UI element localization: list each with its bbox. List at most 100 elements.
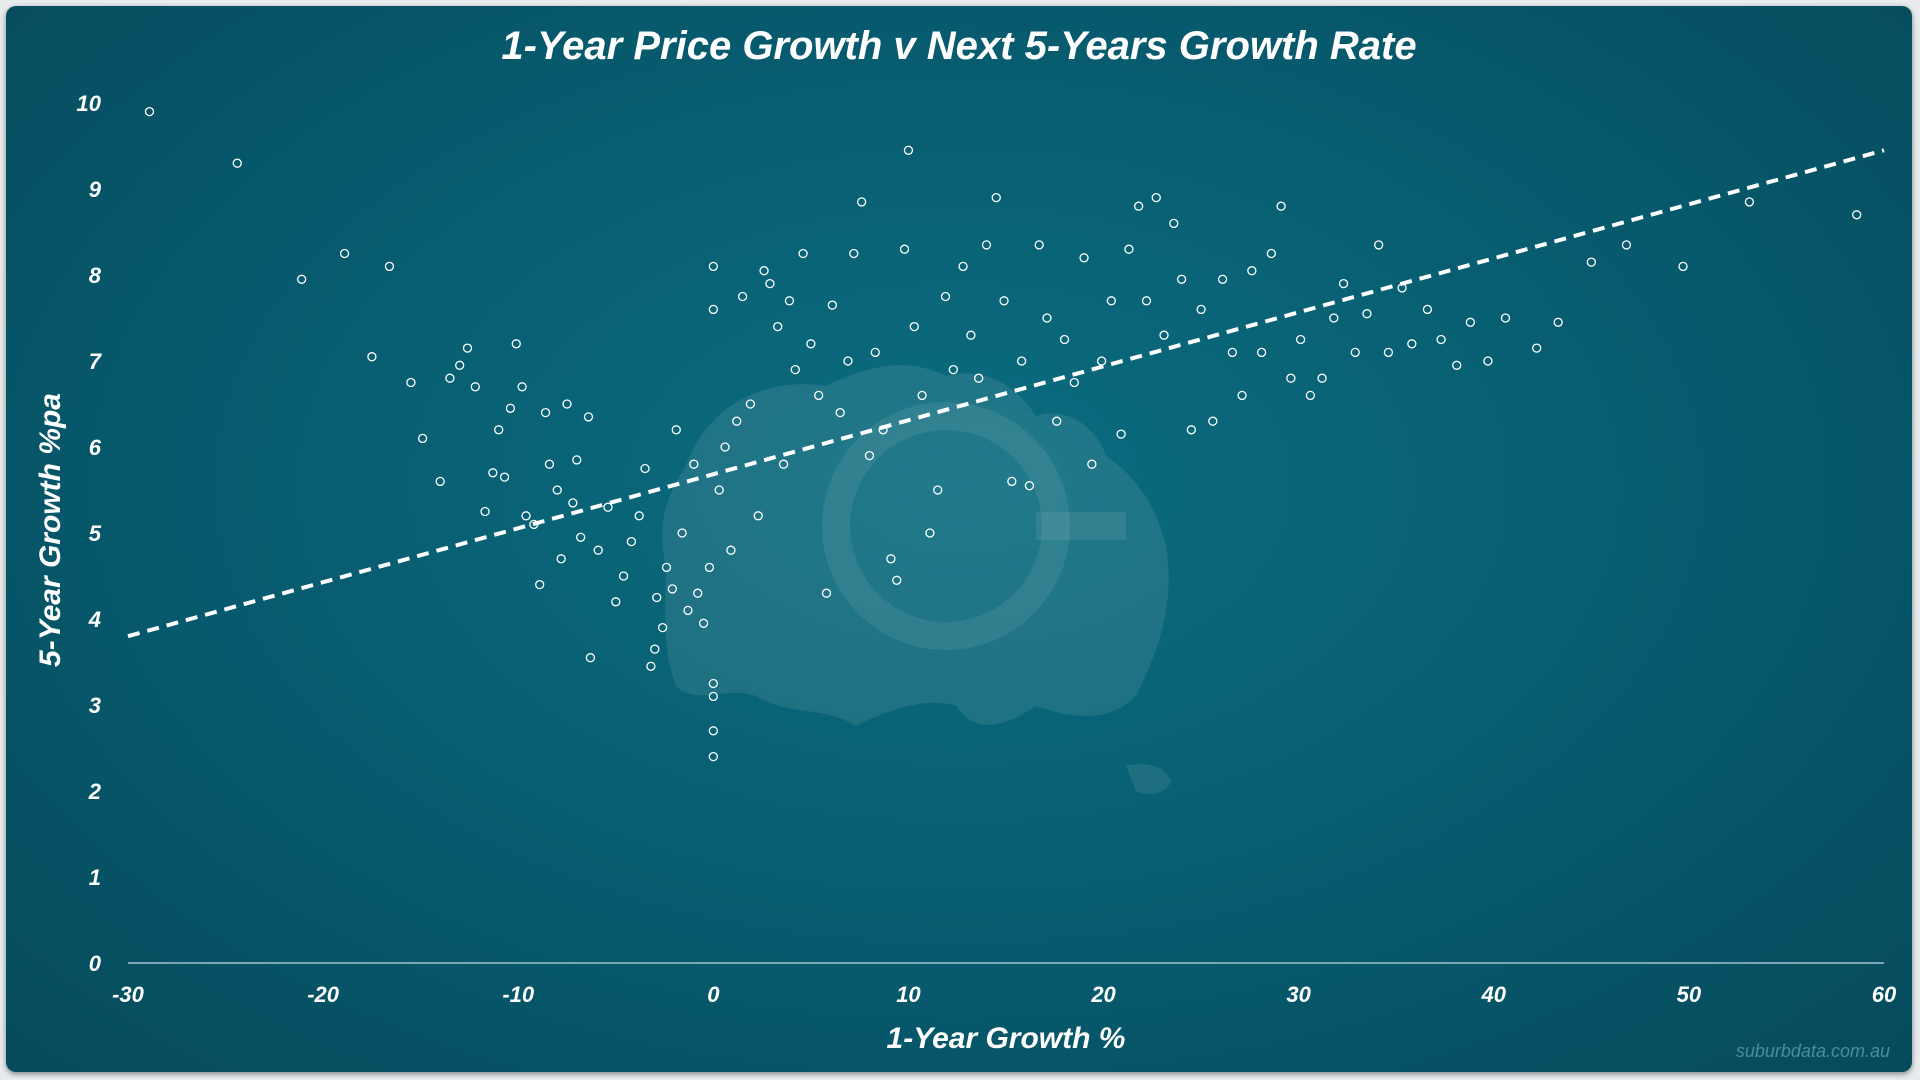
data-point	[1532, 343, 1542, 353]
data-point	[367, 352, 377, 362]
data-point	[909, 321, 919, 332]
data-point	[593, 545, 603, 555]
data-point	[232, 158, 242, 168]
data-point	[583, 412, 594, 422]
data-point	[488, 468, 498, 478]
data-point	[576, 532, 586, 542]
data-point	[1034, 240, 1044, 250]
data-point	[745, 399, 756, 409]
data-point	[974, 373, 984, 383]
data-point	[1305, 390, 1316, 401]
data-point	[611, 597, 621, 607]
data-point	[689, 459, 699, 469]
x-tick-label: 50	[1677, 982, 1702, 1007]
data-point	[521, 511, 531, 521]
data-point	[698, 618, 709, 628]
y-tick-label: 10	[77, 91, 102, 116]
data-point	[445, 373, 455, 383]
data-point	[339, 248, 350, 259]
data-point	[981, 240, 992, 250]
chart-card: 1-Year Price Growth v Next 5-Years Growt…	[6, 6, 1912, 1072]
data-point	[759, 266, 769, 276]
data-point	[1266, 248, 1277, 259]
data-point	[925, 528, 935, 538]
data-point	[856, 197, 867, 207]
data-point	[849, 248, 859, 259]
y-axis-title: 5-Year Growth %pa	[34, 393, 67, 667]
data-point	[1151, 192, 1161, 203]
data-point	[1483, 356, 1493, 366]
data-point	[1553, 317, 1563, 327]
data-point	[940, 291, 951, 302]
data-point	[568, 498, 578, 508]
data-point	[991, 192, 1001, 203]
data-point	[1465, 317, 1476, 327]
data-point	[1407, 339, 1417, 349]
logo-watermark	[822, 402, 1126, 650]
data-point	[626, 536, 637, 547]
data-point	[1383, 347, 1394, 358]
data-point	[544, 459, 555, 469]
trendline	[127, 148, 1885, 639]
x-tick-label: 0	[707, 982, 720, 1007]
data-point	[693, 588, 703, 598]
data-point	[1159, 330, 1169, 340]
data-point	[708, 751, 718, 762]
data-point	[499, 472, 510, 482]
data-point	[778, 459, 789, 469]
data-point	[892, 575, 902, 585]
data-point	[562, 399, 572, 409]
data-point	[1317, 373, 1327, 383]
x-tick-label: 10	[896, 982, 921, 1007]
data-point	[1276, 201, 1286, 211]
data-point	[1124, 244, 1134, 254]
data-point	[903, 145, 914, 155]
data-point	[933, 485, 943, 495]
data-point	[552, 485, 562, 495]
data-point	[535, 579, 545, 590]
data-point	[821, 588, 832, 598]
data-point	[585, 653, 596, 663]
data-point	[634, 511, 644, 521]
data-point	[1256, 347, 1267, 358]
x-tick-label: -30	[112, 982, 145, 1007]
x-axis-title: 1-Year Growth %	[887, 1022, 1126, 1055]
data-point	[640, 463, 650, 474]
data-point	[1422, 304, 1433, 315]
data-point	[650, 644, 660, 654]
data-point	[1176, 274, 1187, 284]
data-point	[708, 261, 718, 272]
data-point	[494, 425, 504, 435]
data-point	[708, 304, 718, 315]
data-point	[753, 511, 763, 521]
data-point	[835, 407, 845, 418]
data-point	[790, 364, 800, 375]
scatter-points	[144, 106, 1862, 762]
data-point	[462, 343, 473, 353]
data-point	[511, 339, 521, 349]
data-point	[773, 321, 783, 332]
y-tick-label: 2	[88, 779, 102, 804]
data-point	[1024, 481, 1035, 491]
data-point	[1096, 356, 1107, 366]
data-point	[470, 382, 480, 392]
data-point	[765, 278, 775, 289]
data-point	[540, 407, 551, 418]
data-point	[603, 502, 613, 512]
data-point	[806, 339, 816, 349]
data-point	[999, 296, 1009, 306]
data-point	[720, 442, 730, 452]
data-point	[296, 274, 307, 284]
x-tick-label: -20	[307, 982, 340, 1007]
data-point	[1295, 334, 1306, 345]
data-point	[1500, 313, 1511, 323]
data-point	[657, 622, 668, 633]
y-tick-label: 6	[89, 435, 102, 460]
x-tick-label: 60	[1872, 982, 1897, 1007]
data-point	[661, 562, 672, 573]
data-point	[480, 506, 490, 517]
data-point	[784, 296, 795, 306]
y-tick-label: 4	[88, 607, 101, 632]
data-point	[870, 347, 880, 358]
data-point	[1116, 429, 1126, 439]
